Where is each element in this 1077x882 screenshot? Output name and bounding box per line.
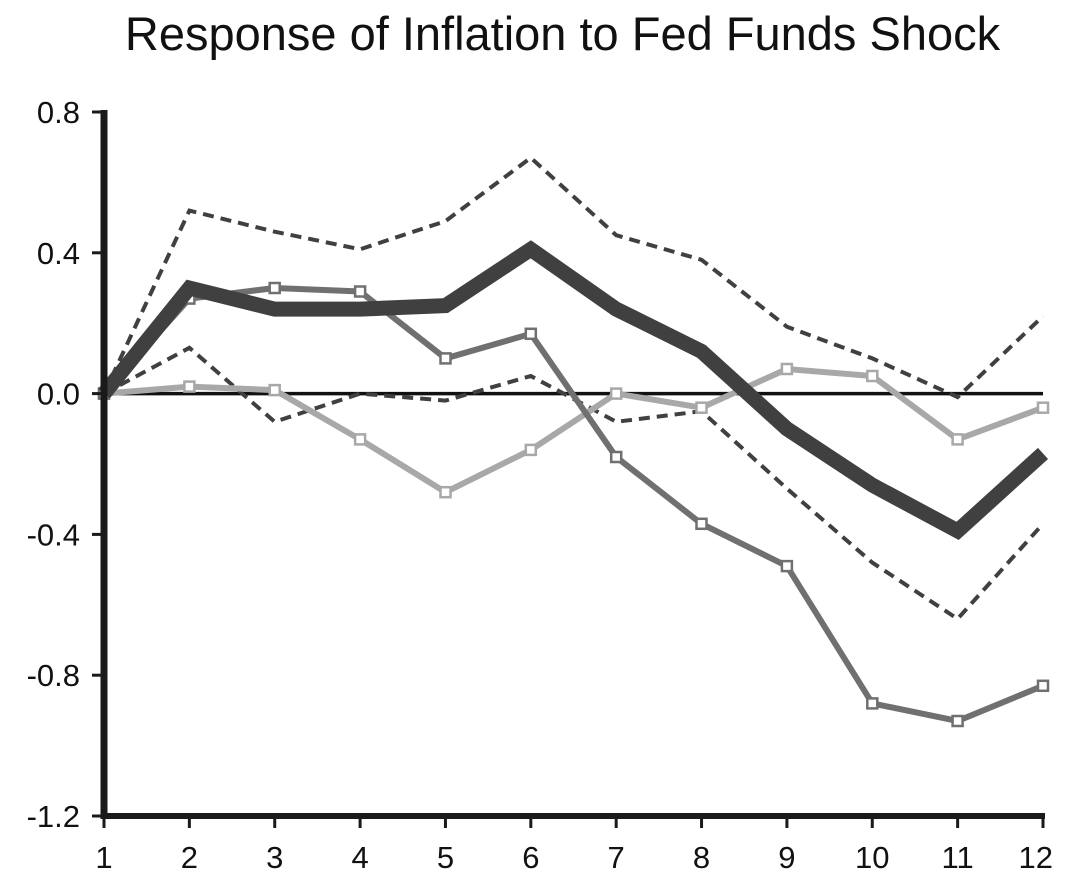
- data-point: [353, 285, 367, 298]
- x-tick-label: 10: [855, 840, 889, 875]
- y-tick-label: 0.4: [37, 236, 80, 271]
- chart-title: Response of Inflation to Fed Funds Shock: [124, 7, 1001, 60]
- x-tick-label: 3: [266, 840, 283, 875]
- series-line-thick-solid: [98, 240, 1049, 541]
- data-point: [1036, 401, 1050, 414]
- data-point: [695, 401, 708, 414]
- x-tick-label: 1: [95, 840, 112, 875]
- y-tick-label: 0.0: [37, 377, 80, 412]
- data-point: [780, 559, 794, 573]
- x-tick-label: 5: [437, 840, 454, 875]
- series-square-markers-light: [97, 362, 1050, 499]
- y-tick-label: -0.4: [27, 517, 80, 552]
- data-point: [695, 517, 708, 531]
- data-point: [951, 433, 964, 446]
- data-point: [183, 380, 196, 393]
- data-point: [866, 369, 879, 383]
- y-tick-label: -0.8: [27, 658, 80, 693]
- x-tick-label: 12: [1019, 840, 1053, 875]
- data-point: [866, 697, 879, 710]
- data-point: [268, 281, 281, 295]
- data-point: [1036, 679, 1050, 693]
- data-point: [609, 387, 623, 400]
- data-point: [780, 362, 794, 376]
- x-tick-label: 2: [181, 840, 198, 875]
- x-tick-label: 9: [778, 840, 795, 875]
- x-tick-label: 4: [351, 840, 368, 875]
- data-point: [353, 433, 367, 446]
- x-tick-label: 7: [608, 840, 625, 875]
- data-point: [524, 443, 538, 457]
- data-point: [609, 450, 623, 464]
- data-point: [439, 485, 452, 499]
- series-line-square-markers-light: [103, 365, 1045, 496]
- y-tick-label: 0.8: [37, 95, 80, 130]
- data-point: [268, 383, 281, 397]
- x-tick-label: 8: [693, 840, 710, 875]
- series-line-square-markers-dark: [101, 284, 1045, 725]
- data-point: [439, 352, 452, 365]
- x-tick-label: 11: [942, 840, 974, 875]
- data-point: [951, 714, 964, 728]
- data-point: [524, 327, 538, 341]
- y-tick-label: -1.2: [27, 799, 80, 834]
- series-line-dashed-upper: [102, 155, 1045, 400]
- x-tick-label: 6: [522, 840, 539, 875]
